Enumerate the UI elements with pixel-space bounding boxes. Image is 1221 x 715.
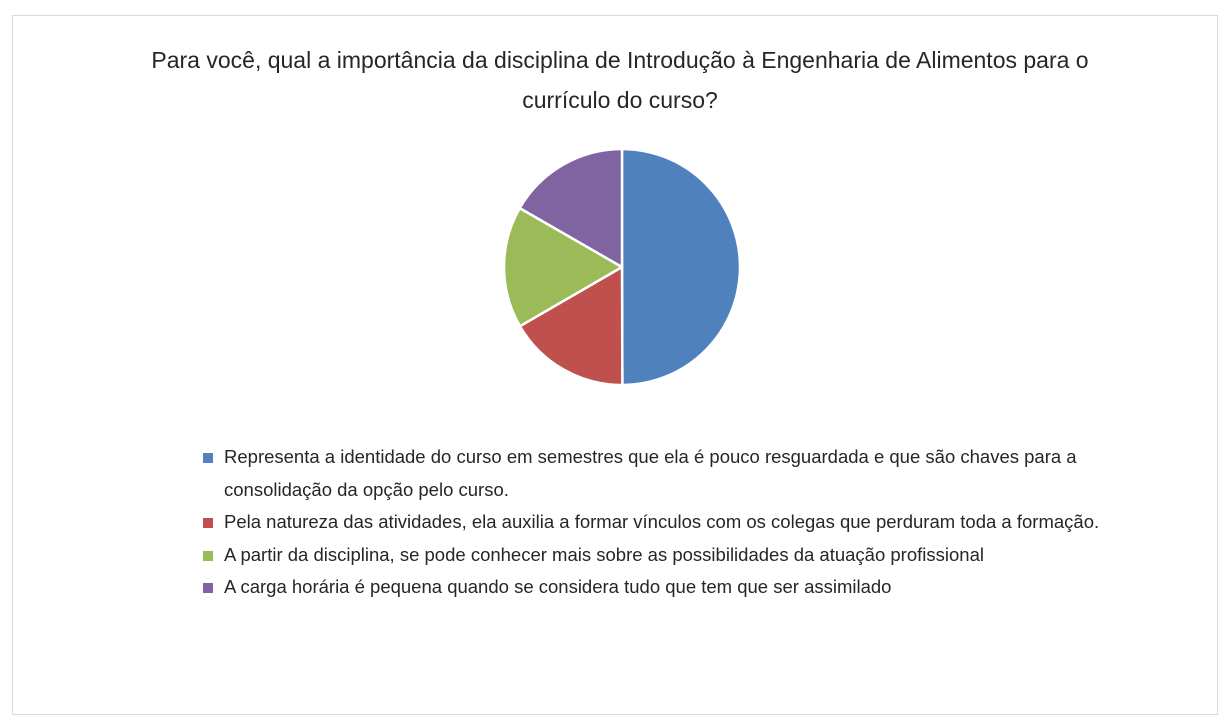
legend-entry: A partir da disciplina, se pode conhecer… xyxy=(203,539,1103,572)
legend-label: A carga horária é pequena quando se cons… xyxy=(224,576,892,597)
legend-entry: A carga horária é pequena quando se cons… xyxy=(203,571,1103,604)
legend-label: Representa a identidade do curso em seme… xyxy=(224,446,1077,500)
legend-entry: Representa a identidade do curso em seme… xyxy=(203,441,1103,506)
pie-slice xyxy=(620,147,742,387)
pie-slice xyxy=(518,147,624,269)
legend-swatch xyxy=(203,583,213,593)
pie-slice xyxy=(518,265,624,387)
legend-entry: Pela natureza das atividades, ela auxili… xyxy=(203,506,1103,539)
legend: Representa a identidade do curso em seme… xyxy=(203,441,1103,604)
chart-title: Para você, qual a importância da discipl… xyxy=(151,47,1089,113)
pie-slice xyxy=(502,206,624,328)
legend-swatch xyxy=(203,453,213,463)
legend-label: A partir da disciplina, se pode conhecer… xyxy=(224,543,984,565)
legend-swatch xyxy=(203,550,213,561)
legend-label: Pela natureza das atividades, ela auxili… xyxy=(224,511,1100,532)
legend-swatch xyxy=(203,518,213,528)
